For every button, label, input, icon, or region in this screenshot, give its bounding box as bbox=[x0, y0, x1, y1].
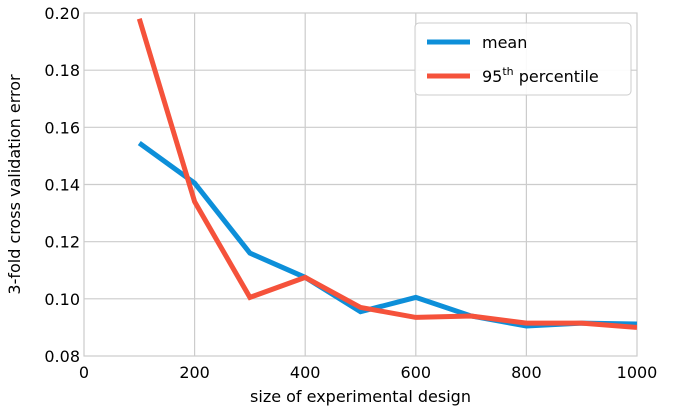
y-tick-label: 0.14 bbox=[44, 176, 80, 195]
series-line-1 bbox=[136, 17, 637, 330]
legend-label-95th-percentile: 95th percentile bbox=[482, 65, 599, 86]
x-tick-label: 200 bbox=[179, 363, 210, 382]
x-axis-label: size of experimental design bbox=[250, 387, 471, 406]
y-tick-label: 0.12 bbox=[44, 233, 80, 252]
legend-label-superscript: th bbox=[502, 65, 513, 78]
x-tick-label: 600 bbox=[401, 363, 432, 382]
x-tick-label: 1000 bbox=[617, 363, 658, 382]
legend: mean 95th percentile bbox=[414, 22, 632, 96]
y-axis-label: 3-fold cross validation error bbox=[5, 74, 24, 295]
legend-label-suffix: percentile bbox=[514, 67, 599, 86]
legend-label-mean: mean bbox=[482, 33, 527, 52]
y-axis-ticks: 0.08 0.10 0.12 0.14 0.16 0.18 0.20 bbox=[44, 4, 80, 366]
y-tick-label: 0.10 bbox=[44, 290, 80, 309]
y-tick-label: 0.16 bbox=[44, 118, 80, 137]
legend-label-number: 95 bbox=[482, 67, 502, 86]
plot-frame bbox=[83, 12, 638, 357]
x-tick-label: 800 bbox=[511, 363, 542, 382]
x-axis-ticks: 0 200 400 600 800 1000 bbox=[79, 363, 657, 382]
y-tick-label: 0.20 bbox=[44, 4, 80, 23]
x-tick-label: 0 bbox=[79, 363, 89, 382]
y-tick-label: 0.08 bbox=[44, 347, 80, 366]
y-tick-label: 0.18 bbox=[44, 61, 80, 80]
x-tick-label: 400 bbox=[290, 363, 321, 382]
series-lines bbox=[136, 17, 637, 330]
